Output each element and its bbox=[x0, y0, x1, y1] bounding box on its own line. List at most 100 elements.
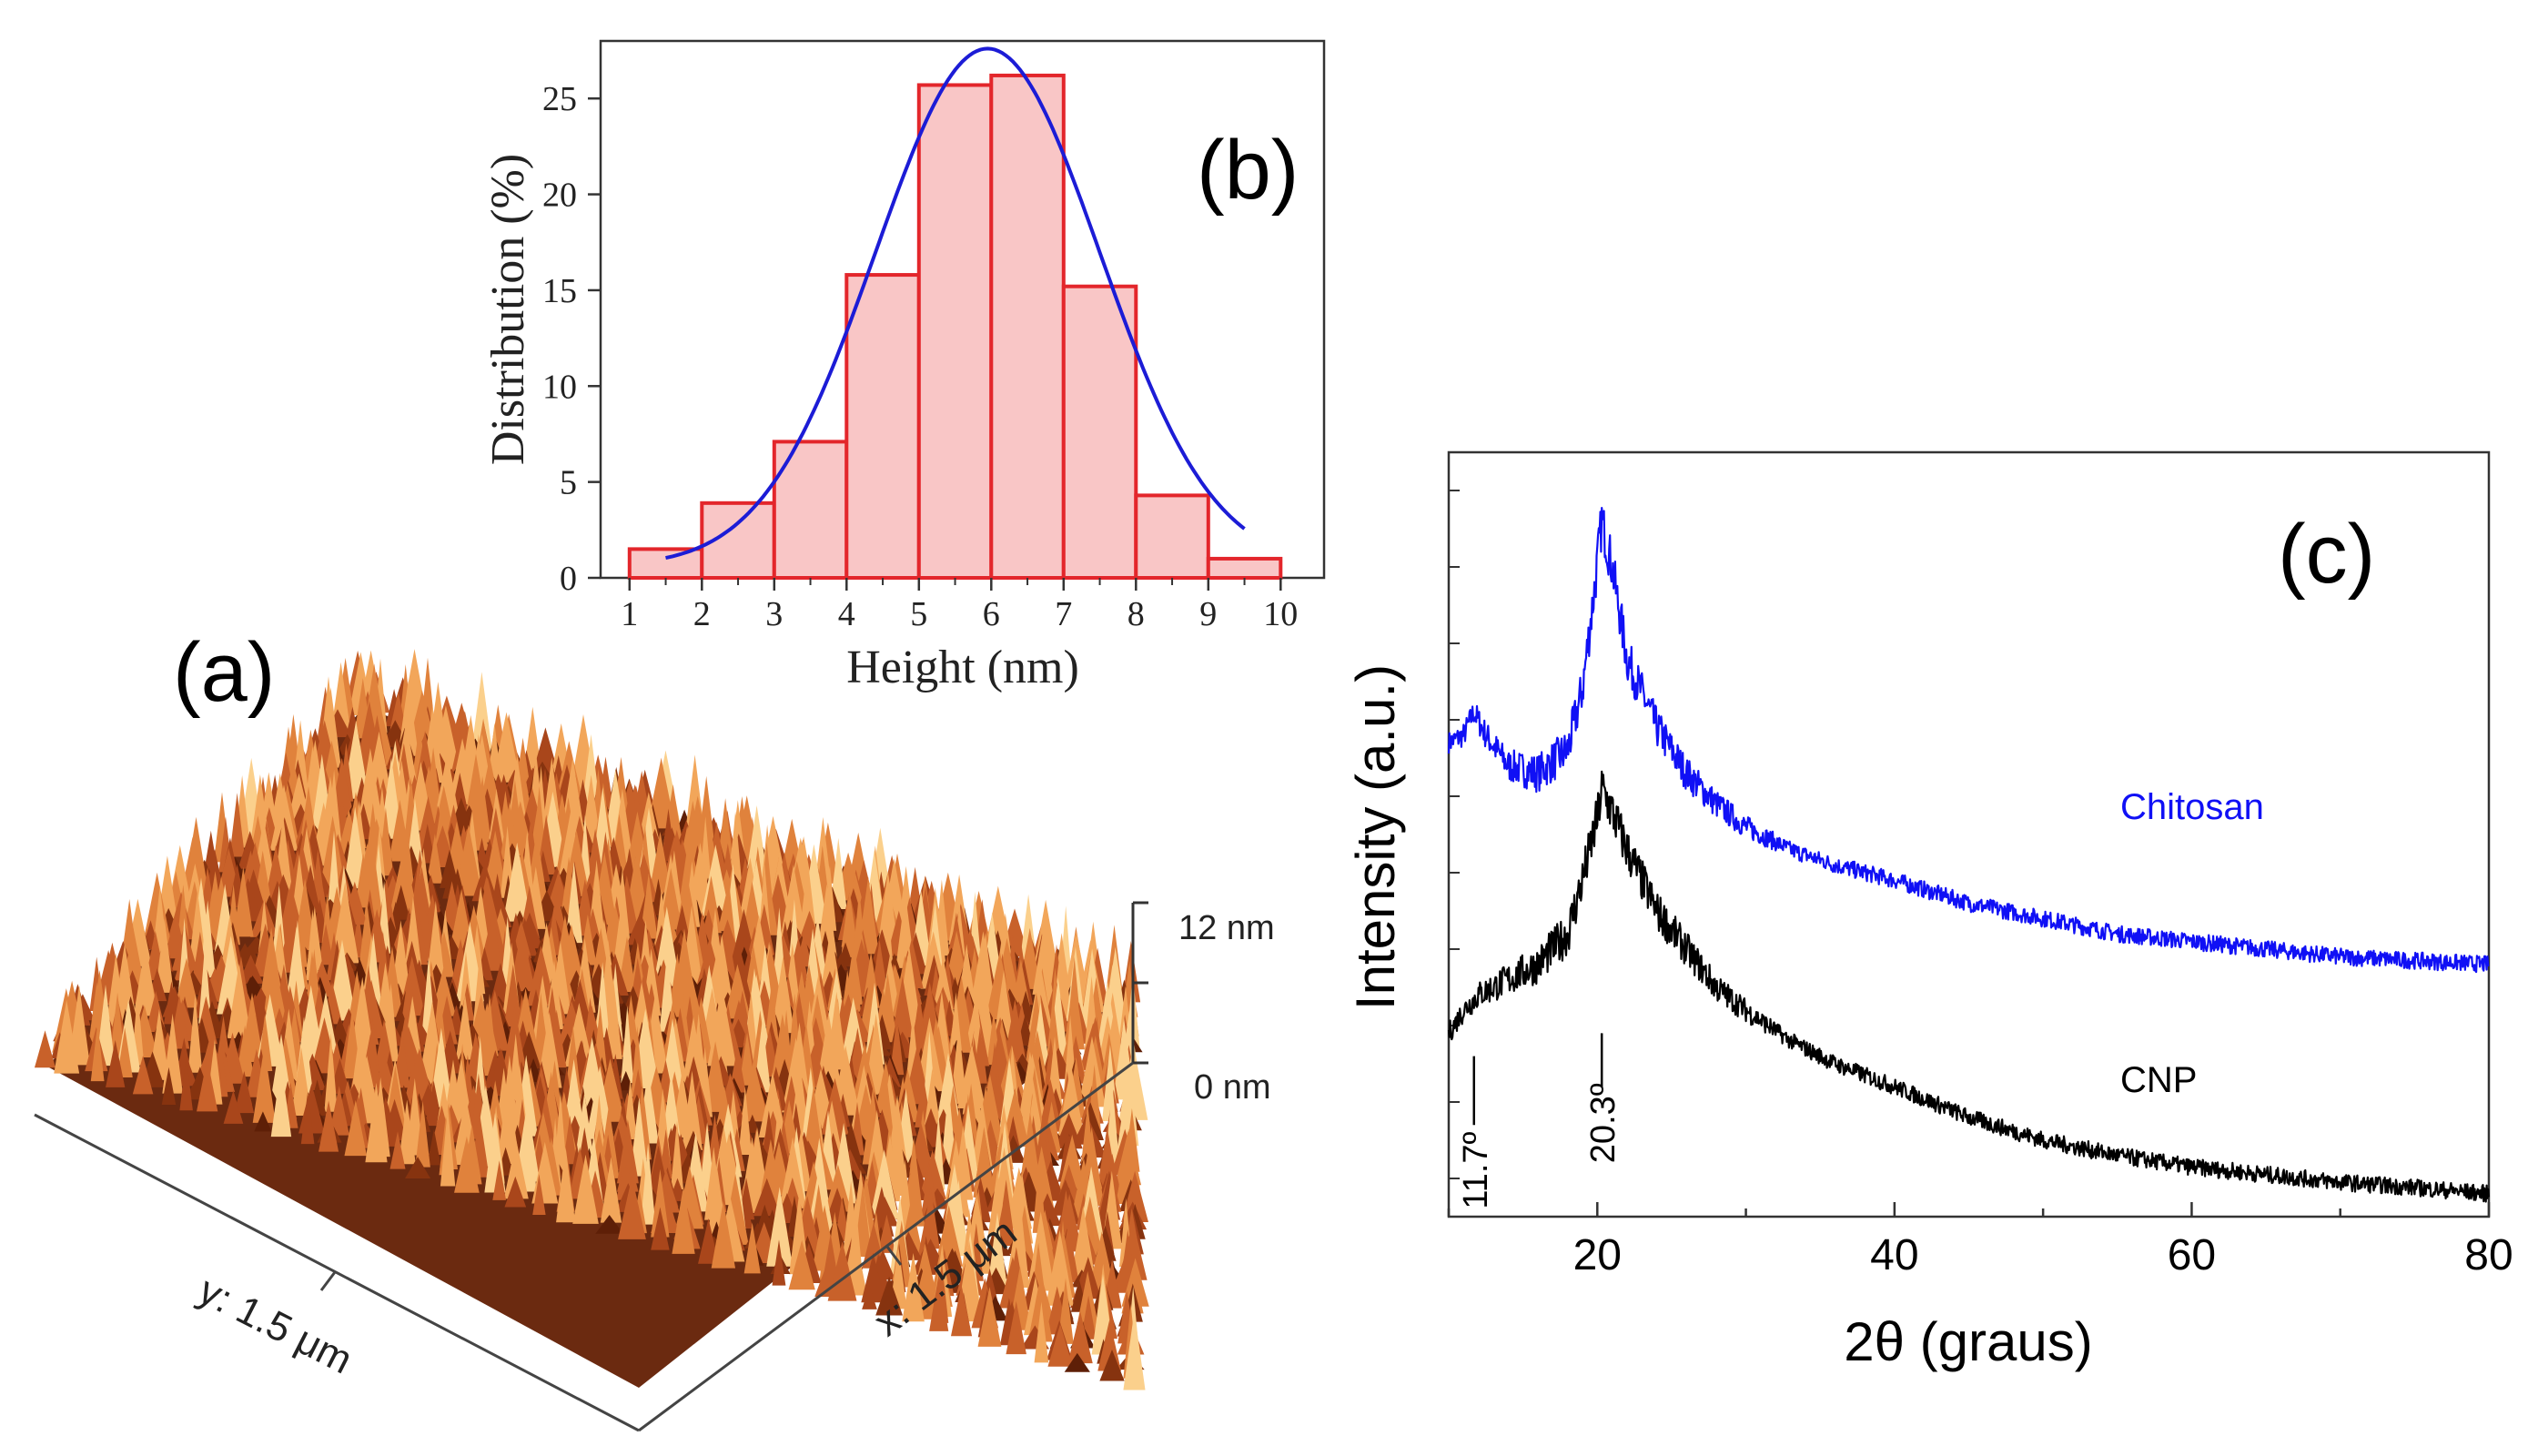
afm-peak bbox=[588, 828, 603, 873]
afm-peak bbox=[630, 1097, 649, 1177]
afm-peak bbox=[198, 944, 212, 1024]
afm-peak bbox=[290, 1047, 312, 1117]
afm-surface-image bbox=[34, 649, 1149, 1390]
afm-peak bbox=[90, 1023, 105, 1082]
afm-peak bbox=[902, 1252, 925, 1322]
panel-b-label: (b) bbox=[1197, 124, 1299, 217]
afm-peak bbox=[54, 999, 80, 1074]
panel-c-label: (c) bbox=[2278, 508, 2375, 601]
afm-peak bbox=[670, 1119, 684, 1189]
afm-peak bbox=[285, 926, 308, 1008]
afm-peak bbox=[986, 1212, 1008, 1289]
afm-peak bbox=[672, 1186, 695, 1254]
afm-peak bbox=[1026, 1211, 1056, 1291]
hist-bar bbox=[1206, 556, 1283, 581]
afm-peak bbox=[995, 1191, 1016, 1246]
afm-z-scale: 12 nm 0 nm bbox=[1131, 901, 1275, 1107]
afm-peak bbox=[1027, 1276, 1053, 1342]
afm-peak bbox=[440, 1107, 456, 1187]
afm-peak bbox=[875, 1276, 903, 1316]
hist-y-tick-label: 10 bbox=[542, 368, 577, 406]
hist-x-axis-label: Height (nm) bbox=[846, 642, 1079, 693]
afm-peak bbox=[1099, 1350, 1125, 1381]
hist-y-tick-label: 25 bbox=[542, 80, 577, 118]
afm-peak bbox=[771, 956, 795, 1034]
afm-peak bbox=[681, 1130, 706, 1161]
hist-y-tick-label: 15 bbox=[542, 272, 577, 310]
afm-peak bbox=[329, 1086, 349, 1136]
xrd-series-chitosan bbox=[1447, 507, 2490, 974]
afm-peak bbox=[426, 834, 443, 884]
afm-peak bbox=[869, 1149, 899, 1219]
afm-peak bbox=[1019, 1112, 1041, 1188]
hist-x-tick-label: 6 bbox=[983, 595, 1000, 633]
afm-peak bbox=[830, 837, 847, 909]
afm-peak bbox=[233, 866, 254, 937]
afm-peak bbox=[271, 885, 287, 961]
afm-peak bbox=[470, 672, 493, 753]
afm-peak bbox=[427, 1128, 441, 1166]
hist-y-axis-label: Distribution (%) bbox=[482, 154, 534, 465]
afm-peak bbox=[227, 964, 252, 1038]
afm-peak bbox=[306, 909, 319, 981]
afm-peak bbox=[824, 1164, 852, 1212]
afm-peak bbox=[492, 1160, 507, 1200]
afm-peak bbox=[1123, 1311, 1146, 1390]
afm-peak bbox=[565, 861, 583, 944]
afm-peak bbox=[398, 1099, 416, 1165]
afm-peak bbox=[1121, 1170, 1148, 1222]
afm-peak bbox=[600, 1157, 622, 1223]
afm-peak bbox=[681, 1016, 706, 1087]
afm-peak bbox=[1046, 1229, 1074, 1306]
afm-peak bbox=[179, 1057, 193, 1111]
afm-peak bbox=[1006, 1300, 1026, 1355]
afm-peak bbox=[1064, 1352, 1090, 1372]
afm-peak bbox=[448, 738, 477, 804]
xrd-x-ticks: 20 40 60 80 bbox=[1447, 1202, 2513, 1279]
hist-y-tick-label: 20 bbox=[542, 177, 577, 215]
afm-peak bbox=[254, 1111, 272, 1132]
afm-peak bbox=[1055, 1113, 1083, 1149]
afm-peak bbox=[918, 1149, 946, 1199]
xrd-x-tick-label: 20 bbox=[1573, 1231, 1622, 1279]
afm-peak bbox=[496, 1085, 521, 1165]
afm-peak bbox=[502, 842, 531, 922]
hist-x-tick-label: 10 bbox=[1263, 595, 1298, 633]
afm-peak bbox=[503, 964, 522, 1026]
afm-peak bbox=[426, 900, 445, 982]
afm-peak bbox=[161, 1067, 177, 1105]
afm-peak bbox=[698, 1218, 719, 1264]
afm-peak bbox=[631, 1026, 644, 1097]
hist-x-tick-label: 5 bbox=[910, 595, 927, 633]
hist-bar bbox=[1134, 493, 1210, 581]
panel-c: 20 40 60 80 20.3º 11.7º Chitosan CNP 2θ (gra… bbox=[1345, 450, 2513, 1372]
afm-peak bbox=[640, 1143, 656, 1225]
hist-x-tick-label: 1 bbox=[621, 595, 638, 633]
hist-bar bbox=[844, 273, 921, 580]
hist-y-ticks: 0 5 10 15 20 25 bbox=[542, 80, 601, 598]
afm-peak bbox=[324, 1033, 338, 1112]
afm-peak bbox=[526, 945, 556, 1006]
afm-peak bbox=[668, 953, 687, 1017]
afm-peak bbox=[592, 1094, 606, 1158]
afm-peak bbox=[815, 1013, 842, 1088]
afm-peak bbox=[766, 1187, 794, 1267]
legend-chitosan: Chitosan bbox=[2120, 787, 2264, 827]
hist-x-tick-label: 2 bbox=[693, 595, 711, 633]
afm-peak bbox=[487, 807, 505, 857]
afm-peak bbox=[163, 981, 180, 1025]
afm-peak bbox=[454, 1136, 480, 1193]
afm-peak bbox=[779, 1137, 806, 1208]
afm-peak bbox=[133, 942, 158, 1016]
afm-peak bbox=[1047, 1323, 1073, 1367]
afm-peak bbox=[682, 1070, 703, 1150]
afm-peak bbox=[162, 1013, 183, 1094]
afm-peak bbox=[572, 1154, 599, 1224]
afm-peak bbox=[950, 1284, 973, 1337]
peak-label-20-3: 20.3º bbox=[1584, 1083, 1623, 1163]
afm-peak bbox=[522, 1117, 537, 1192]
xrd-x-axis-label: 2θ (graus) bbox=[1844, 1311, 2092, 1372]
xrd-y-axis-label: Intensity (a.u.) bbox=[1345, 664, 1406, 1010]
afm-peak bbox=[1034, 1301, 1049, 1363]
